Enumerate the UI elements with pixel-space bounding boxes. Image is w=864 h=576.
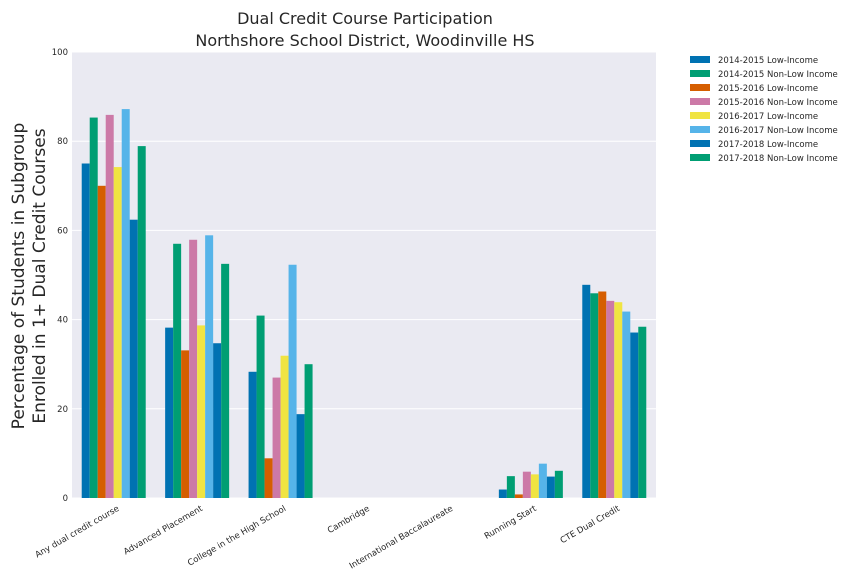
bar (622, 311, 631, 498)
bar (598, 291, 607, 498)
bar (288, 264, 297, 498)
bar (582, 284, 591, 498)
bar (538, 463, 547, 498)
bar (165, 327, 174, 498)
bar (221, 263, 230, 498)
bar (137, 146, 146, 498)
bar (614, 302, 623, 498)
legend: 2014-2015 Low-Income 2014-2015 Non-Low In… (690, 56, 838, 164)
legend-swatch (690, 140, 710, 147)
bar (113, 167, 122, 498)
legend-entry: 2017-2018 Non-Low Income (718, 154, 838, 164)
x-tick-label: Advanced Placement (122, 504, 205, 558)
bar (498, 489, 507, 498)
x-tick-label: Cambridge (326, 504, 371, 536)
bar (189, 239, 198, 499)
bar (89, 117, 98, 498)
legend-entry: 2014-2015 Non-Low Income (718, 70, 838, 80)
bar (514, 494, 523, 498)
legend-entry: 2016-2017 Non-Low Income (718, 126, 838, 136)
legend-entry: 2016-2017 Low-Income (718, 112, 818, 122)
legend-swatch (690, 112, 710, 119)
legend-swatch (690, 126, 710, 133)
chart-title-line-2: Northshore School District, Woodinville … (195, 31, 534, 50)
bar (638, 326, 647, 498)
legend-swatch (690, 56, 710, 63)
bar (181, 350, 190, 498)
bar (213, 343, 222, 498)
bar (81, 163, 90, 498)
bar (522, 471, 531, 498)
y-tick-label: 20 (57, 405, 68, 415)
plot-area (72, 52, 656, 498)
bar (129, 219, 138, 499)
x-tick-label: CTE Dual Credit (559, 504, 623, 546)
bar (554, 470, 563, 498)
bar (105, 114, 114, 499)
bar (546, 476, 555, 498)
bar (264, 458, 273, 498)
legend-swatch (690, 84, 710, 91)
legend-swatch (690, 98, 710, 105)
legend-entry: 2017-2018 Low-Income (718, 140, 818, 150)
bar (280, 355, 289, 498)
legend-entry: 2015-2016 Low-Income (718, 84, 818, 94)
y-axis-label-line-2: Enrolled in 1+ Dual Credit Courses (30, 128, 50, 423)
y-tick-labels: 0 20 40 60 80 100 (52, 48, 68, 504)
bars (81, 109, 647, 499)
bar (606, 300, 615, 498)
bar (173, 243, 182, 498)
x-tick-label: Running Start (483, 504, 539, 542)
bar (530, 474, 539, 498)
y-tick-label: 100 (52, 48, 68, 58)
bar (630, 332, 639, 498)
bar (197, 325, 206, 498)
bar (506, 476, 515, 498)
bar (304, 364, 313, 498)
legend-swatch (690, 154, 710, 161)
bar (248, 371, 257, 498)
bar (97, 185, 106, 499)
bar (256, 315, 265, 498)
bar (296, 414, 305, 498)
y-tick-label: 80 (57, 137, 68, 147)
bar (590, 293, 599, 498)
y-tick-label: 60 (57, 226, 68, 236)
legend-swatch (690, 70, 710, 77)
bar (272, 377, 281, 498)
bar (121, 109, 130, 498)
chart-title-line-1: Dual Credit Course Participation (237, 9, 493, 28)
x-tick-label: Any dual credit course (34, 504, 122, 560)
legend-entry: 2015-2016 Non-Low Income (718, 98, 838, 108)
y-tick-label: 0 (63, 494, 68, 504)
bar (205, 235, 214, 498)
x-tick-labels: Any dual credit course Advanced Placement… (34, 504, 623, 572)
legend-entry: 2014-2015 Low-Income (718, 56, 818, 66)
y-tick-label: 40 (57, 316, 68, 326)
y-axis-label-line-1: Percentage of Students in Subgroup (9, 123, 29, 430)
